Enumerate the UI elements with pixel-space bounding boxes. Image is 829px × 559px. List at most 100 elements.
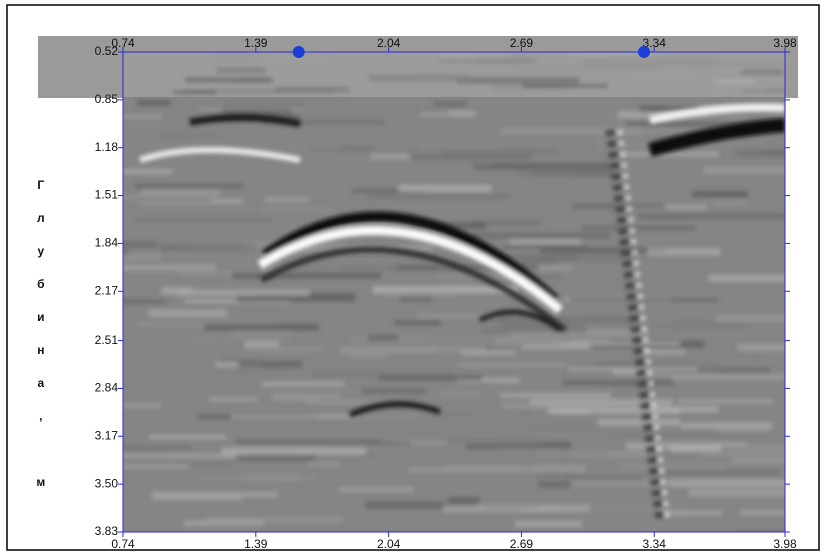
y-tick-label: 3.17 (95, 428, 119, 442)
texture-stripe (530, 399, 673, 405)
texture-stripe (265, 198, 310, 202)
texture-stripe (184, 520, 263, 525)
texture-stripe (122, 169, 172, 174)
texture-stripe (713, 199, 746, 206)
texture-stripe (375, 422, 495, 428)
texture-stripe (118, 265, 217, 271)
texture-stripe (122, 300, 166, 304)
texture-stripe (496, 337, 561, 345)
texture-stripe (158, 134, 217, 137)
texture-stripe (205, 324, 319, 331)
x-tick-label-bottom: 2.04 (377, 537, 401, 551)
texture-stripe (500, 324, 583, 327)
texture-stripe (446, 465, 586, 473)
y-tick-label: 1.84 (95, 236, 119, 250)
texture-stripe (148, 310, 227, 318)
y-tick-label: 2.17 (95, 283, 119, 297)
texture-stripe (400, 296, 432, 302)
texture-stripe (461, 351, 515, 355)
texture-stripe (582, 226, 696, 229)
texture-stripe (200, 475, 317, 479)
texture-stripe (367, 194, 509, 200)
texture-stripe (245, 390, 368, 394)
y-tick-label: 3.83 (95, 524, 119, 538)
texture-stripe (681, 423, 773, 429)
texture-stripe (685, 269, 802, 274)
texture-stripe (537, 450, 606, 456)
texture-stripe (742, 70, 784, 75)
texture-stripe (576, 364, 638, 367)
texture-stripe (551, 407, 679, 414)
texture-stripe (187, 337, 293, 340)
texture-stripe (362, 145, 501, 148)
texture-stripe (693, 191, 748, 198)
texture-stripe (351, 354, 387, 358)
texture-stripe (193, 370, 286, 376)
texture-stripe (120, 241, 157, 248)
texture-stripe (569, 339, 611, 342)
texture-stripe (318, 441, 410, 445)
texture-stripe (137, 100, 171, 106)
texture-stripe (500, 393, 611, 398)
texture-stripe (569, 298, 718, 302)
texture-stripe (413, 68, 456, 76)
x-tick-label-bottom: 2.69 (510, 537, 534, 551)
texture-stripe (239, 360, 303, 368)
texture-stripe (308, 462, 340, 465)
texture-stripe (410, 111, 448, 114)
texture-stripe (715, 79, 754, 83)
texture-stripe (262, 382, 344, 387)
texture-stripe (317, 398, 406, 401)
texture-stripe (476, 57, 522, 64)
texture-stripe (714, 87, 766, 90)
texture-stripe (265, 57, 325, 60)
texture-stripe (459, 363, 596, 367)
texture-stripe (480, 327, 586, 333)
y-tick-label: 2.84 (95, 381, 119, 395)
texture-stripe (621, 152, 718, 157)
texture-stripe (150, 435, 226, 439)
texture-stripe (538, 481, 572, 488)
texture-stripe (231, 415, 360, 418)
texture-stripe (362, 388, 426, 393)
x-tick-label-bottom: 3.34 (643, 537, 667, 551)
texture-stripe (689, 489, 801, 497)
texture-stripe (371, 154, 409, 160)
texture-stripe (385, 292, 457, 297)
screen: Глубина, м 0.520.851.181.511.842.172.512… (0, 0, 829, 554)
y-tick-label: 1.51 (95, 188, 119, 202)
texture-stripe (439, 413, 531, 418)
texture-stripe (341, 146, 372, 150)
texture-stripe (632, 72, 690, 76)
texture-stripe (522, 344, 590, 349)
texture-stripe (135, 183, 243, 189)
texture-stripe (638, 213, 788, 219)
texture-stripe (568, 367, 698, 370)
texture-stripe (448, 369, 490, 373)
texture-stripe (136, 198, 210, 203)
texture-stripe (439, 391, 480, 398)
texture-stripe (378, 375, 482, 380)
texture-stripe (617, 463, 727, 470)
texture-stripe (412, 154, 531, 160)
texture-stripe (217, 68, 265, 74)
texture-stripe (165, 244, 255, 251)
texture-stripe (275, 87, 349, 92)
texture-stripe (185, 77, 272, 82)
texture-stripe (259, 207, 333, 213)
texture-stripe (535, 473, 579, 478)
texture-stripe (503, 246, 588, 249)
y-axis-label: Глубина, м (34, 178, 48, 508)
texture-stripe (604, 325, 752, 328)
texture-stripe (509, 239, 581, 244)
texture-stripe (562, 380, 674, 386)
texture-stripe (516, 169, 575, 176)
y-tick-label: 2.51 (95, 333, 119, 347)
texture-stripe (369, 75, 467, 82)
texture-stripe (610, 432, 723, 438)
texture-stripe (598, 419, 680, 426)
radargram-image (83, 52, 829, 537)
texture-stripe (489, 317, 632, 323)
texture-stripe (648, 248, 721, 256)
texture-stripe (443, 505, 590, 512)
